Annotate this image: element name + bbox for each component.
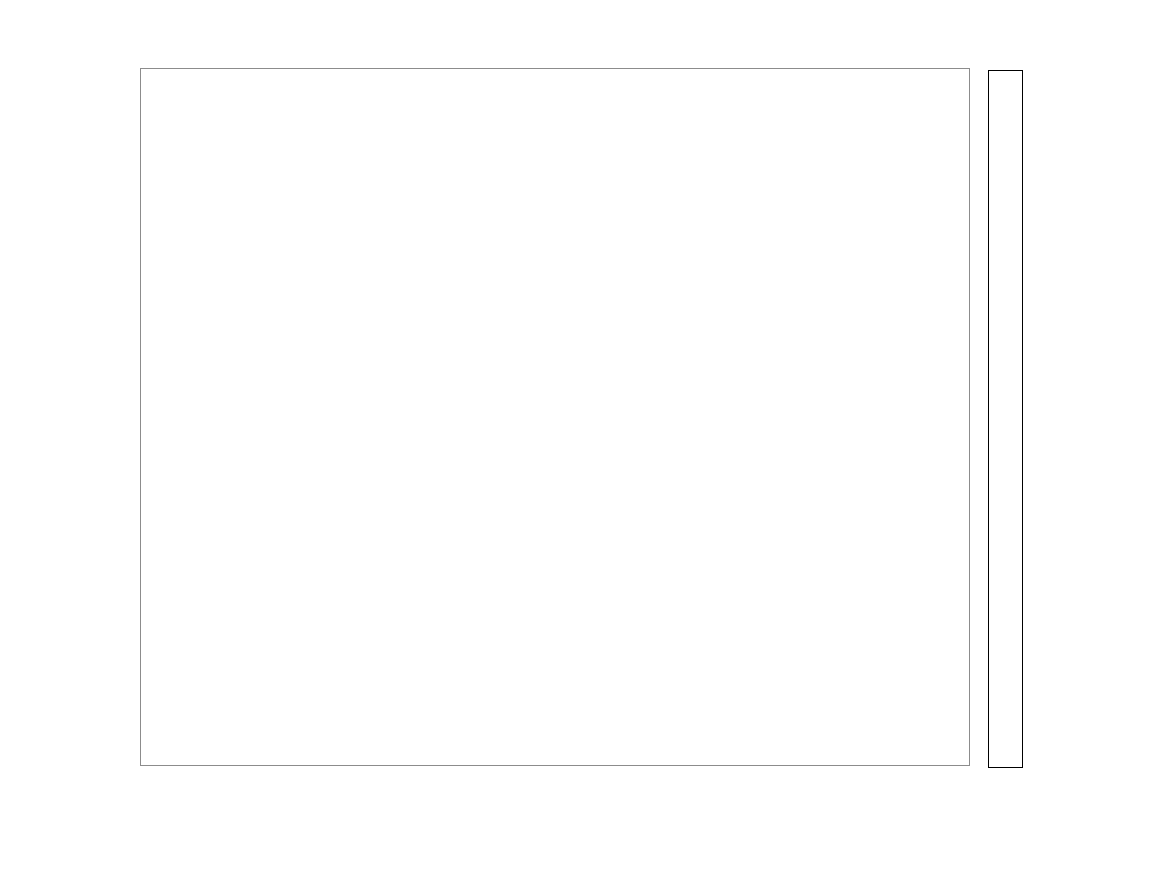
colorbar: [988, 70, 1023, 768]
map-plot-area: [140, 68, 970, 766]
heatmap-field: [140, 68, 970, 766]
colorbar-gradient: [989, 71, 1022, 767]
